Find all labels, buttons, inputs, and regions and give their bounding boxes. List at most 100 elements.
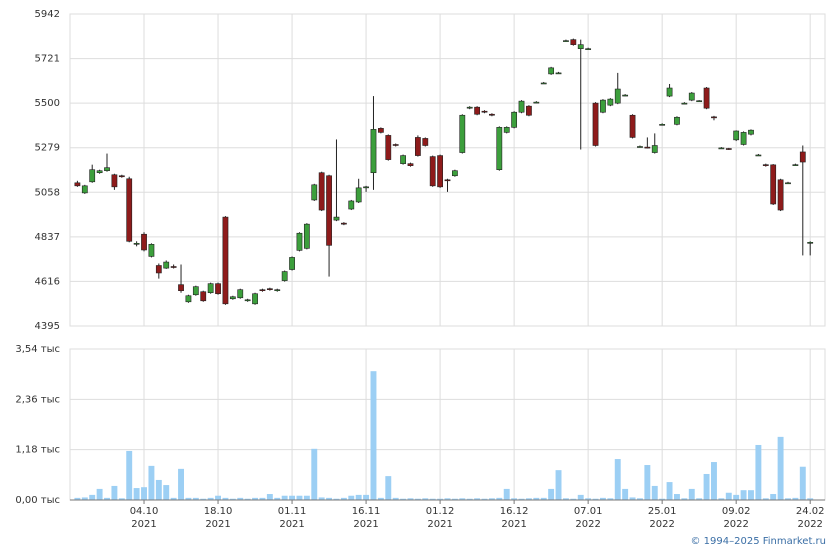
x-tick-label: 25.01 <box>648 506 677 517</box>
volume-bar <box>570 498 577 500</box>
candle-body <box>503 127 510 133</box>
volume-bar <box>222 497 229 500</box>
volume-bar <box>178 468 184 500</box>
candle-body <box>370 129 377 174</box>
candle-body <box>496 127 503 170</box>
candle-body <box>770 164 777 205</box>
volume-bar <box>141 487 147 500</box>
candle-body <box>733 130 740 141</box>
candle-body <box>429 156 436 187</box>
candle-body <box>422 138 429 146</box>
candle-body <box>577 44 584 49</box>
volume-bar <box>674 494 680 500</box>
volume-bar <box>237 497 244 500</box>
candle-body <box>481 110 488 113</box>
volume-bar <box>792 497 799 500</box>
candle-body <box>570 39 577 45</box>
x-tick-year: 2021 <box>427 519 452 530</box>
volume-bar <box>370 371 377 500</box>
x-tick-year: 2021 <box>279 519 304 530</box>
x-tick-label: 18.10 <box>204 506 233 517</box>
candle-body <box>585 48 592 50</box>
candle-body <box>622 94 629 97</box>
volume-bar <box>681 498 688 500</box>
y-tick-label: 5279 <box>35 143 60 154</box>
volume-bar <box>429 498 436 500</box>
x-tick-year: 2022 <box>723 519 748 530</box>
volume-bar <box>481 498 488 500</box>
volume-bar <box>622 488 629 500</box>
candle-body <box>740 132 747 145</box>
volume-bar <box>807 498 814 500</box>
volume-bar <box>400 498 407 500</box>
candle-body <box>614 88 621 104</box>
volume-bar <box>296 495 303 500</box>
candle-body <box>415 137 421 156</box>
candle-body <box>696 100 703 103</box>
candle-body <box>289 257 295 270</box>
candle-body <box>222 216 229 305</box>
candle-body <box>785 182 791 185</box>
y-tick-label: 0,00 тыс <box>15 495 60 506</box>
volume-bar <box>392 497 399 500</box>
footer: © 1994–2025 Finmarket.ru <box>690 536 826 547</box>
candle-body <box>348 200 355 210</box>
volume-bar <box>414 498 421 500</box>
candle-body <box>518 100 525 113</box>
candle-body <box>392 144 399 146</box>
candle-body <box>185 295 192 303</box>
candle-body <box>792 164 799 166</box>
candle-body <box>452 170 458 177</box>
volume-bar <box>207 497 214 500</box>
candle-body <box>244 299 251 302</box>
volume-bar <box>81 497 88 500</box>
volume-bar <box>252 497 259 500</box>
volume-bar <box>525 498 532 500</box>
candle-body <box>155 265 162 274</box>
volume-bar <box>340 497 347 500</box>
candle-body <box>385 135 392 160</box>
volume-bar <box>562 498 569 500</box>
volume-bar <box>244 498 251 500</box>
y-tick-label: 1,18 тыс <box>15 445 60 456</box>
volume-bar <box>289 495 296 500</box>
candle-body <box>703 87 710 109</box>
candle-body <box>563 40 569 42</box>
volume-bar <box>518 498 525 500</box>
candle-body <box>170 266 177 268</box>
volume-bar <box>104 497 110 500</box>
volume-bar <box>96 488 103 500</box>
candle-body <box>681 102 688 105</box>
candle-body <box>474 106 480 115</box>
volume-bar <box>170 497 177 500</box>
y-tick-label: 5721 <box>35 54 60 65</box>
candle-body <box>266 288 273 290</box>
volume-bar <box>540 497 547 500</box>
candle-body <box>592 102 599 146</box>
volume-bar <box>496 497 503 500</box>
candle-body <box>355 187 362 203</box>
volume-bar <box>333 498 340 500</box>
volume-bar <box>407 498 414 500</box>
candle-body <box>533 101 540 104</box>
candle-body <box>807 242 814 244</box>
candle-body <box>755 154 762 157</box>
candle-body <box>659 124 666 126</box>
volume-bar <box>703 473 710 500</box>
volume-bar <box>748 490 754 500</box>
candle-body <box>303 223 310 249</box>
volume-bar <box>688 488 695 500</box>
candle-body <box>400 155 406 164</box>
candle-body <box>215 283 221 295</box>
volume-bar <box>785 498 791 500</box>
volume-bar <box>636 498 643 500</box>
volume-bar <box>259 497 266 500</box>
candle-body <box>126 178 133 242</box>
volume-bar <box>666 482 673 500</box>
volume-bar <box>126 450 133 500</box>
volume-bar <box>696 498 703 500</box>
volume-bar <box>355 494 362 500</box>
candle-body <box>666 87 673 97</box>
candle-body <box>377 128 384 133</box>
